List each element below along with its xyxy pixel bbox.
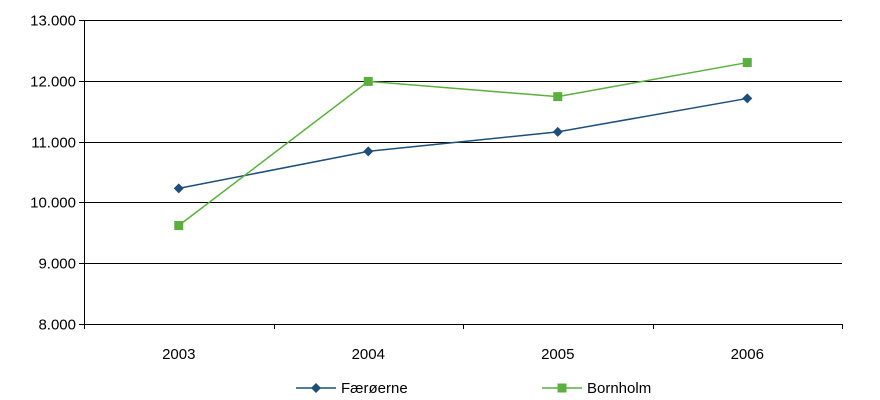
data-point-faeroerne <box>363 146 374 157</box>
data-point-bornholm <box>174 221 184 231</box>
data-point-bornholm <box>742 58 752 68</box>
legend-marker-bornholm <box>557 383 567 393</box>
x-tick-label: 2004 <box>352 346 385 363</box>
y-tick-label: 9.000 <box>38 256 76 273</box>
series-line-faeroerne <box>178 97 748 190</box>
data-point-faeroerne <box>173 183 184 194</box>
y-tick-label: 10.000 <box>30 195 76 212</box>
y-tick-label: 11.000 <box>31 135 76 152</box>
gridlines <box>84 20 842 264</box>
legend-label-bornholm: Bornholm <box>587 380 651 397</box>
series-line-bornholm <box>178 61 748 227</box>
legend-item-bornholm: Bornholm <box>542 380 651 397</box>
data-point-faeroerne <box>552 126 563 137</box>
x-tick-label: 2003 <box>162 346 195 363</box>
x-tick-label: 2005 <box>541 346 574 363</box>
y-tick-label: 13.000 <box>30 13 76 30</box>
axes <box>79 20 843 329</box>
legend: Færøerne Bornholm <box>296 380 651 397</box>
y-tick-label: 12.000 <box>30 74 76 91</box>
data-point-bornholm <box>553 92 563 102</box>
x-axis-tick-labels: 2003 2004 2005 2006 <box>162 346 764 363</box>
series-layer <box>173 58 753 231</box>
series-bornholm <box>174 58 752 231</box>
y-tick-label: 8.000 <box>38 317 76 334</box>
x-tick-label: 2006 <box>731 346 764 363</box>
data-point-faeroerne <box>742 93 753 104</box>
legend-label-faeroerne: Færøerne <box>341 380 408 397</box>
legend-item-faeroerne: Færøerne <box>296 380 408 397</box>
series-faeroerne <box>173 93 753 194</box>
data-point-bornholm <box>363 76 373 86</box>
legend-marker-faeroerne <box>311 383 321 393</box>
y-axis-tick-labels: 8.000 9.000 10.000 11.000 12.000 13.000 <box>30 13 76 334</box>
